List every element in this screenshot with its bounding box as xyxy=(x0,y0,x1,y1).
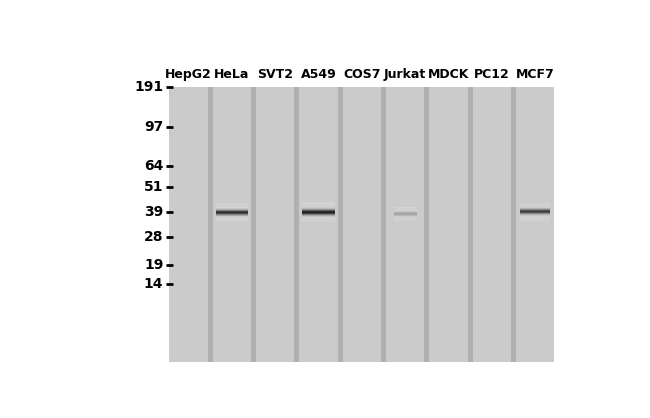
Bar xyxy=(302,205,335,206)
Bar xyxy=(302,208,335,209)
Bar xyxy=(520,206,551,207)
Bar xyxy=(520,211,551,212)
Text: 14: 14 xyxy=(144,277,163,291)
Text: PC12: PC12 xyxy=(474,68,510,81)
Bar xyxy=(520,209,551,210)
Bar xyxy=(520,218,551,219)
Bar xyxy=(302,221,335,222)
Bar xyxy=(216,206,248,207)
Bar xyxy=(302,221,335,222)
Bar xyxy=(216,214,248,215)
Bar xyxy=(343,87,381,362)
Bar xyxy=(216,208,248,209)
Text: 191: 191 xyxy=(135,80,163,94)
Text: 97: 97 xyxy=(144,120,163,133)
Text: 39: 39 xyxy=(144,205,163,219)
Bar xyxy=(302,215,335,216)
Bar xyxy=(216,217,248,218)
Bar xyxy=(520,212,551,213)
Bar xyxy=(216,210,248,211)
Bar xyxy=(520,205,551,206)
Text: A549: A549 xyxy=(301,68,337,81)
Bar xyxy=(216,218,248,219)
Bar xyxy=(386,87,424,362)
Text: HepG2: HepG2 xyxy=(165,68,212,81)
Bar xyxy=(302,202,335,203)
Bar xyxy=(302,210,335,211)
Bar xyxy=(256,87,294,362)
Bar xyxy=(520,207,551,208)
Bar xyxy=(520,220,551,221)
Bar xyxy=(430,87,467,362)
Bar xyxy=(216,214,248,215)
Bar xyxy=(302,205,335,206)
Text: SVT2: SVT2 xyxy=(257,68,293,81)
Bar xyxy=(302,213,335,214)
Bar xyxy=(302,211,335,212)
Bar xyxy=(520,214,551,215)
Text: MCF7: MCF7 xyxy=(515,68,554,81)
Text: HeLa: HeLa xyxy=(214,68,250,81)
Text: 19: 19 xyxy=(144,258,163,273)
Bar xyxy=(520,216,551,217)
Bar xyxy=(520,204,551,205)
Text: COS7: COS7 xyxy=(343,68,381,81)
Bar xyxy=(216,216,248,217)
Bar xyxy=(302,219,335,220)
Text: Jurkat: Jurkat xyxy=(384,68,426,81)
Bar xyxy=(302,217,335,218)
Bar xyxy=(216,207,248,208)
Bar xyxy=(216,220,248,221)
Bar xyxy=(216,205,248,206)
Bar xyxy=(302,216,335,217)
Bar xyxy=(520,203,551,204)
Text: 28: 28 xyxy=(144,230,163,244)
Bar xyxy=(302,207,335,208)
Text: 51: 51 xyxy=(144,180,163,194)
Bar xyxy=(520,207,551,208)
Bar xyxy=(302,213,335,214)
Bar xyxy=(216,215,248,216)
Bar xyxy=(473,87,511,362)
Bar xyxy=(216,219,248,220)
Bar xyxy=(302,218,335,219)
Bar xyxy=(302,214,335,215)
Bar xyxy=(520,210,551,211)
Bar xyxy=(216,208,248,209)
Bar xyxy=(216,213,248,214)
Bar xyxy=(302,220,335,221)
Bar xyxy=(302,204,335,205)
Bar xyxy=(520,215,551,216)
Bar xyxy=(520,219,551,220)
Bar xyxy=(302,203,335,204)
Bar xyxy=(170,87,208,362)
Bar xyxy=(520,217,551,218)
Bar xyxy=(516,87,554,362)
Text: MDCK: MDCK xyxy=(428,68,469,81)
Bar xyxy=(302,212,335,213)
Bar xyxy=(520,208,551,209)
Bar xyxy=(302,209,335,210)
Bar xyxy=(213,87,251,362)
Bar xyxy=(170,87,554,362)
Bar xyxy=(216,204,248,205)
Bar xyxy=(216,211,248,212)
Bar xyxy=(216,212,248,213)
Bar xyxy=(302,206,335,207)
Text: 64: 64 xyxy=(144,158,163,173)
Bar xyxy=(302,216,335,217)
Bar xyxy=(520,213,551,214)
Bar xyxy=(300,87,337,362)
Bar xyxy=(216,209,248,210)
Bar xyxy=(216,215,248,216)
